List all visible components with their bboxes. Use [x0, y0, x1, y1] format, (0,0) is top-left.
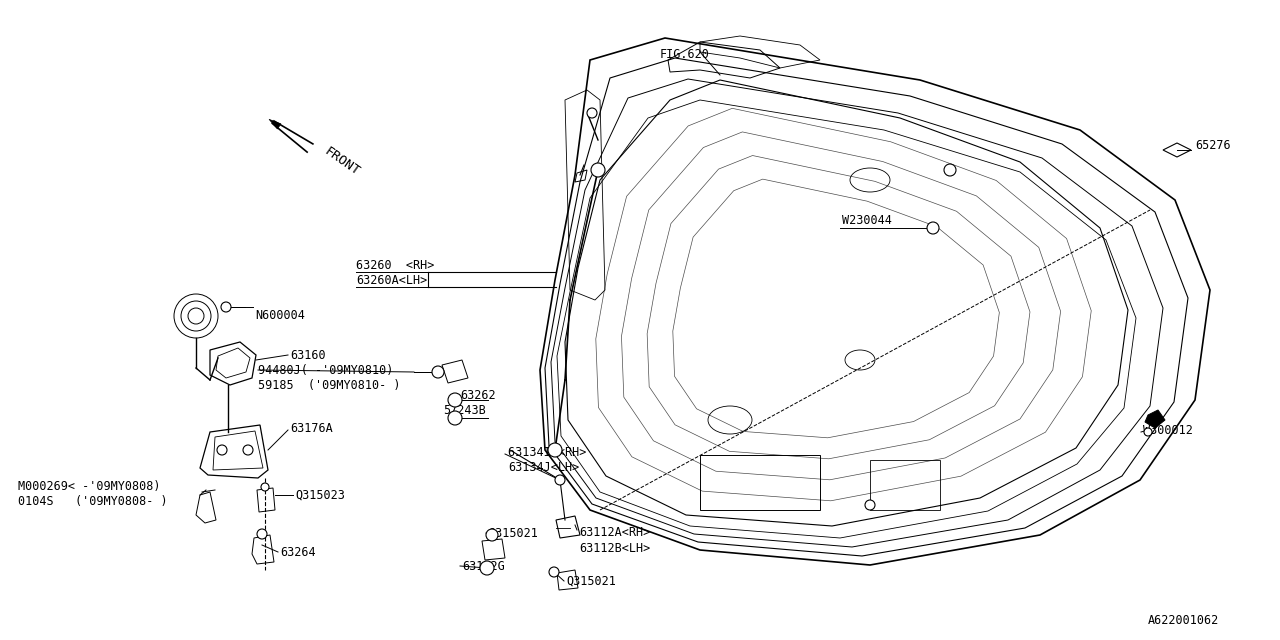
Circle shape — [945, 164, 956, 176]
Circle shape — [261, 483, 269, 491]
Circle shape — [865, 500, 876, 510]
Text: M000269< -'09MY0808): M000269< -'09MY0808) — [18, 479, 160, 493]
Circle shape — [549, 567, 559, 577]
Circle shape — [486, 529, 498, 541]
Text: 63260  <RH>: 63260 <RH> — [356, 259, 434, 271]
Text: Q315023: Q315023 — [294, 488, 344, 502]
Text: A622001062: A622001062 — [1148, 614, 1220, 627]
Circle shape — [548, 443, 562, 457]
Text: FIG.620: FIG.620 — [660, 48, 710, 61]
Text: 59185  ('09MY0810- ): 59185 ('09MY0810- ) — [259, 378, 401, 392]
Polygon shape — [269, 119, 282, 129]
Text: 0104S   ('09MY0808- ): 0104S ('09MY0808- ) — [18, 495, 168, 508]
Text: 63112B<LH>: 63112B<LH> — [579, 541, 650, 554]
Text: W230044: W230044 — [842, 214, 892, 227]
Text: N600004: N600004 — [255, 308, 305, 321]
Circle shape — [556, 475, 564, 485]
Text: Q315021: Q315021 — [566, 575, 616, 588]
Text: 94480J( -'09MY0810): 94480J( -'09MY0810) — [259, 364, 393, 376]
Circle shape — [927, 222, 940, 234]
Bar — [870, 460, 940, 510]
Text: 63176A: 63176A — [291, 422, 333, 435]
Text: 63264: 63264 — [280, 545, 316, 559]
Circle shape — [243, 445, 253, 455]
Text: 63112A<RH>: 63112A<RH> — [579, 527, 650, 540]
Bar — [700, 455, 820, 510]
Text: 57243B: 57243B — [443, 403, 485, 417]
Circle shape — [480, 561, 494, 575]
Circle shape — [1144, 428, 1152, 436]
Circle shape — [448, 393, 462, 407]
Circle shape — [591, 163, 605, 177]
Circle shape — [221, 302, 230, 312]
Text: 63260A<LH>: 63260A<LH> — [356, 273, 428, 287]
Polygon shape — [1146, 410, 1165, 428]
Text: 63112G: 63112G — [462, 559, 504, 573]
Text: Q315021: Q315021 — [488, 527, 538, 540]
Text: 63262: 63262 — [460, 388, 495, 401]
Text: W300012: W300012 — [1143, 424, 1193, 436]
Circle shape — [218, 445, 227, 455]
Text: FRONT: FRONT — [323, 145, 362, 179]
Text: 65276: 65276 — [1196, 138, 1230, 152]
Circle shape — [588, 108, 596, 118]
Circle shape — [433, 366, 444, 378]
Text: 63134I <RH>: 63134I <RH> — [508, 445, 586, 458]
Text: 63160: 63160 — [291, 349, 325, 362]
Text: 63134J<LH>: 63134J<LH> — [508, 461, 580, 474]
Circle shape — [257, 529, 268, 539]
Circle shape — [448, 411, 462, 425]
